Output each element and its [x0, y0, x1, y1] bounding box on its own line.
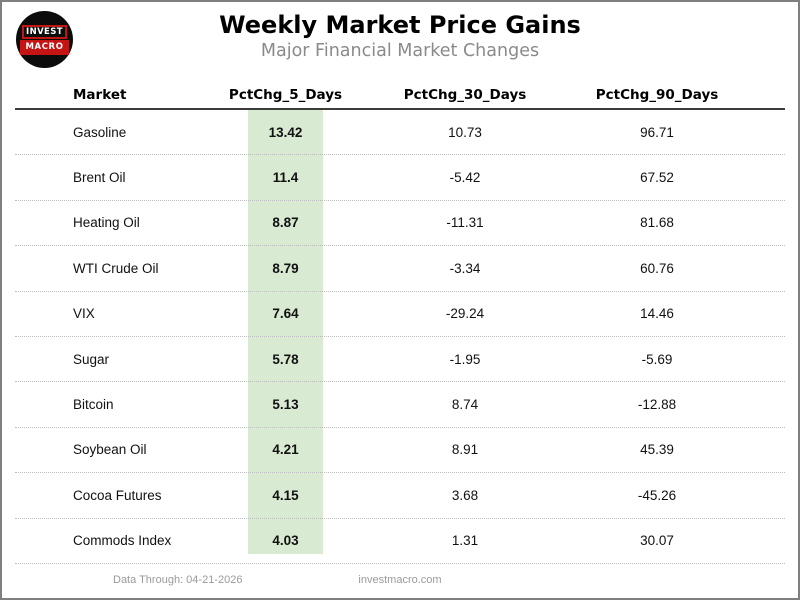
pctchg-5-value: 4.21	[272, 442, 299, 458]
pctchg-5-value: 13.42	[268, 124, 303, 140]
pctchg-5-value: 4.15	[272, 487, 299, 503]
column-header-market: Market	[73, 86, 127, 103]
pctchg-30-value: -11.31	[446, 215, 484, 231]
pctchg-30-value: -29.24	[445, 306, 485, 322]
logo-macro-text: MACRO	[20, 40, 69, 55]
pctchg-30-value: -1.95	[449, 351, 481, 367]
table-row: WTI Crude Oil 8.79 -3.34 60.76	[15, 246, 785, 292]
pctchg-90-value: -5.69	[641, 351, 673, 367]
pctchg-90-value: 60.76	[640, 260, 674, 276]
website-label: investmacro.com	[358, 574, 442, 586]
market-name: Commods Index	[73, 533, 172, 549]
column-header-pctchg-90-days: PctChg_90_Days	[595, 86, 719, 103]
page-title: Weekly Market Price Gains	[219, 11, 581, 39]
market-name: WTI Crude Oil	[73, 260, 159, 276]
table-row: Heating Oil 8.87 -11.31 81.68	[15, 201, 785, 247]
pctchg-30-value: -5.42	[449, 170, 481, 186]
pctchg-30-value: 10.73	[448, 124, 482, 140]
investmacro-logo: INVEST MACRO	[16, 11, 73, 68]
pctchg-30-value: 1.31	[451, 533, 479, 549]
pctchg-5-value: 5.78	[272, 351, 299, 367]
pctchg-90-value: -12.88	[637, 397, 677, 413]
pctchg-90-value: -45.26	[637, 487, 677, 503]
pctchg-5-value: 5.13	[272, 397, 299, 413]
market-name: Cocoa Futures	[73, 487, 162, 503]
pctchg-30-value: 8.74	[451, 397, 479, 413]
market-name: Bitcoin	[73, 397, 114, 413]
table-row: Soybean Oil 4.21 8.91 45.39	[15, 428, 785, 474]
data-through-label: Data Through: 04-21-2026	[113, 574, 243, 586]
pctchg-5-value: 7.64	[272, 306, 299, 322]
market-name: Gasoline	[73, 124, 127, 140]
pctchg-90-value: 30.07	[640, 533, 674, 549]
market-name: Sugar	[73, 351, 110, 367]
table-row: Sugar 5.78 -1.95 -5.69	[15, 337, 785, 383]
market-name: Brent Oil	[73, 170, 126, 186]
market-changes-table: Market PctChg_5_Days PctChg_30_Days PctC…	[15, 81, 785, 564]
table-header-row: Market PctChg_5_Days PctChg_30_Days PctC…	[15, 81, 785, 110]
pctchg-90-value: 81.68	[640, 215, 674, 231]
pctchg-5-days-highlight-band	[248, 110, 323, 554]
column-header-pctchg-30-days: PctChg_30_Days	[403, 86, 527, 103]
pctchg-90-value: 96.71	[640, 124, 674, 140]
pctchg-5-value: 8.87	[272, 215, 299, 231]
pctchg-30-value: -3.34	[449, 260, 481, 276]
pctchg-90-value: 67.52	[640, 170, 674, 186]
market-name: Soybean Oil	[73, 442, 147, 458]
pctchg-30-value: 8.91	[451, 442, 479, 458]
logo-invest-text: INVEST	[22, 24, 67, 39]
pctchg-90-value: 45.39	[640, 442, 674, 458]
market-name: VIX	[73, 306, 95, 322]
table-row: Gasoline 13.42 10.73 96.71	[15, 110, 785, 156]
pctchg-90-value: 14.46	[640, 306, 674, 322]
table-row: Commods Index 4.03 1.31 30.07	[15, 519, 785, 564]
table-row: Brent Oil 11.4 -5.42 67.52	[15, 155, 785, 201]
market-name: Heating Oil	[73, 215, 140, 231]
page-subtitle: Major Financial Market Changes	[260, 41, 540, 61]
pctchg-5-value: 11.4	[272, 170, 299, 186]
table-row: VIX 7.64 -29.24 14.46	[15, 292, 785, 337]
table-row: Bitcoin 5.13 8.74 -12.88	[15, 382, 785, 428]
pctchg-5-value: 4.03	[272, 533, 299, 549]
column-header-pctchg-5-days: PctChg_5_Days	[228, 86, 343, 103]
pctchg-5-value: 8.79	[272, 260, 299, 276]
pctchg-30-value: 3.68	[451, 487, 479, 503]
table-row: Cocoa Futures 4.15 3.68 -45.26	[15, 473, 785, 519]
